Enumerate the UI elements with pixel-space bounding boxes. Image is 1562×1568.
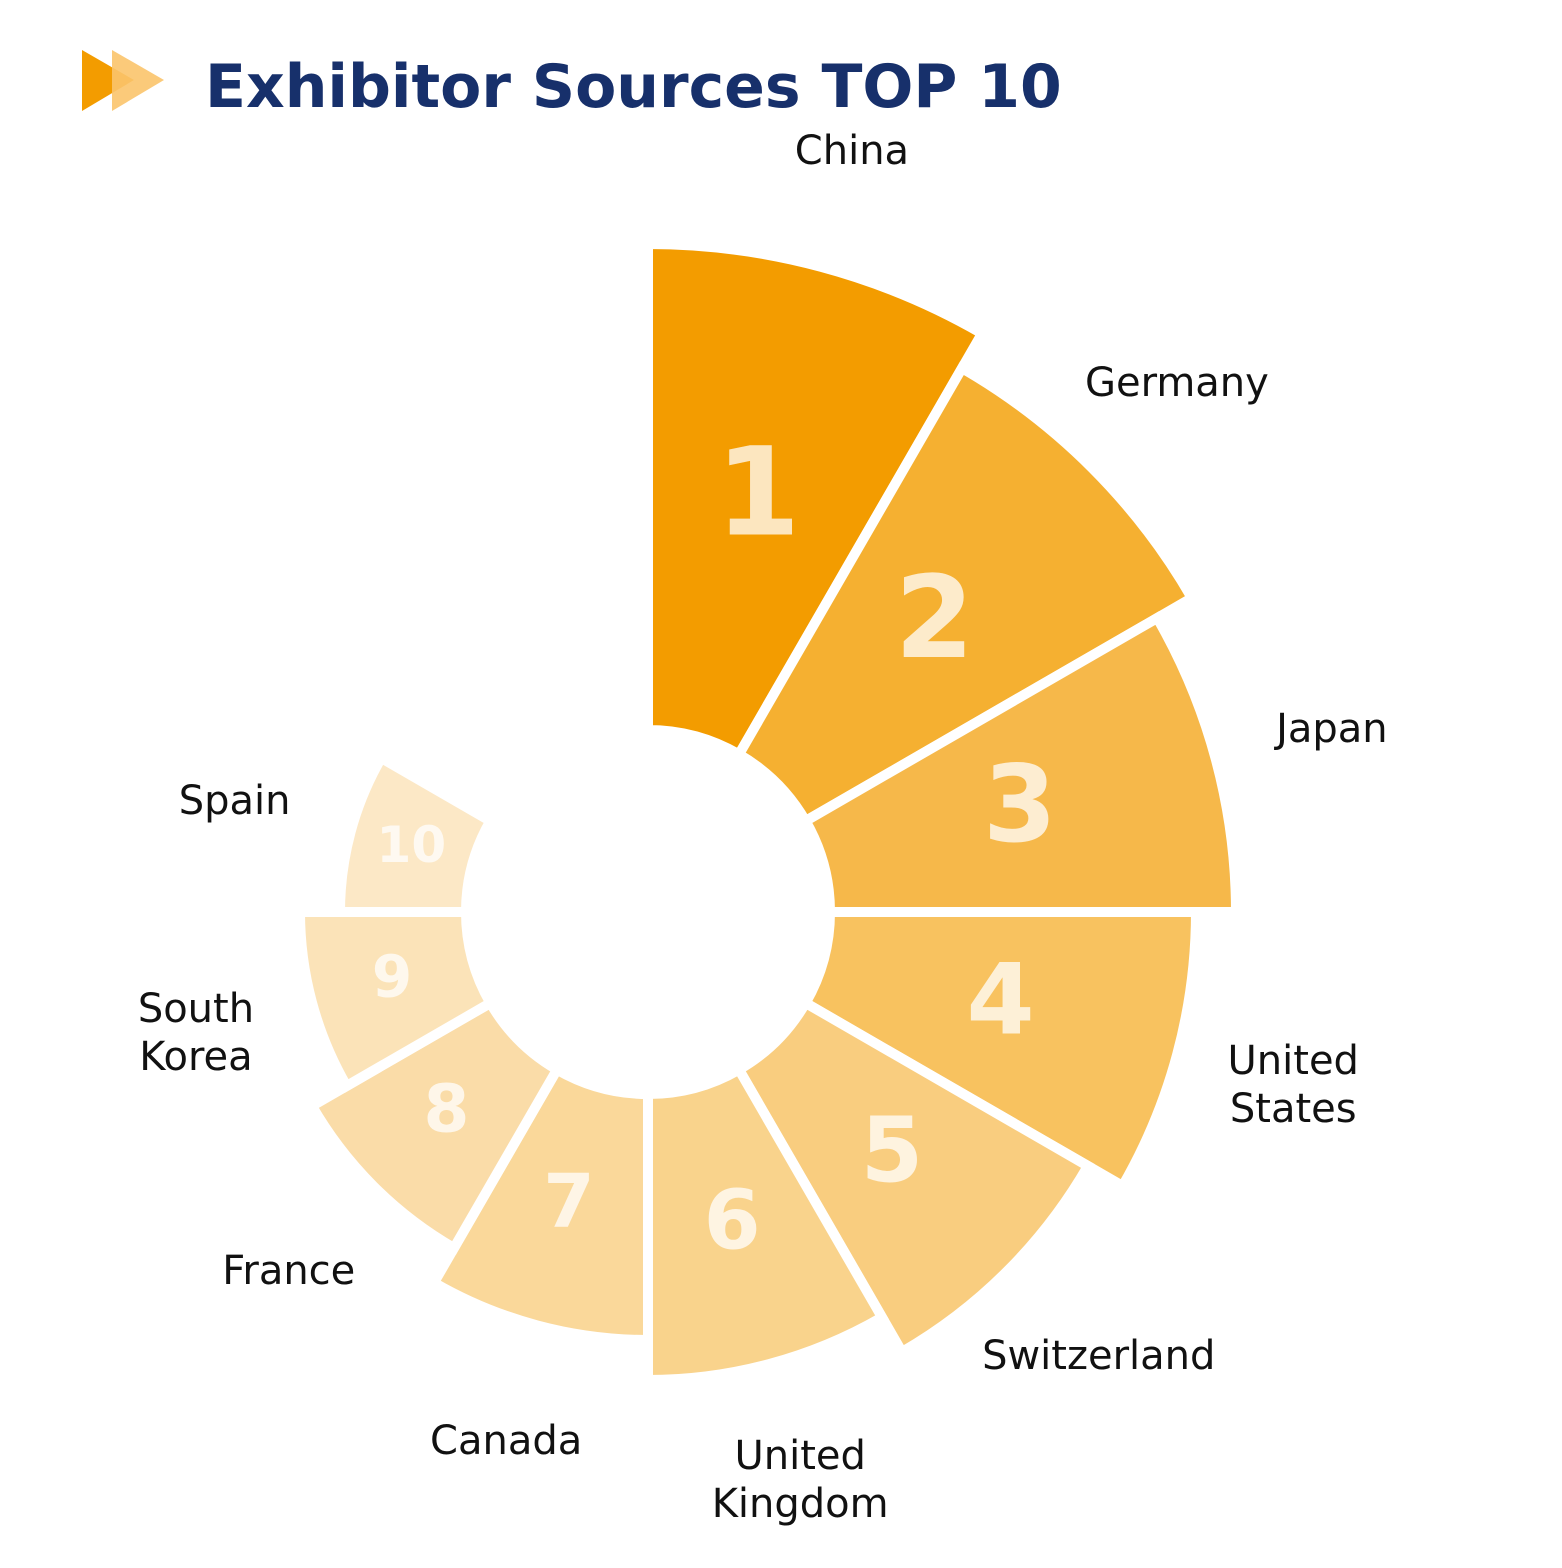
rose-segment xyxy=(427,1062,653,1346)
rank-label: 9 xyxy=(372,943,412,1011)
chart-title: Exhibitor Sources TOP 10 xyxy=(205,52,1062,122)
rank-label: 3 xyxy=(983,743,1057,866)
title-icon xyxy=(112,50,164,111)
rank-label: 7 xyxy=(543,1159,595,1245)
rank-label: 8 xyxy=(424,1071,470,1148)
rose-segment xyxy=(643,238,989,762)
rank-label: 2 xyxy=(895,551,974,684)
rank-label: 4 xyxy=(966,943,1034,1057)
category-label: South Korea xyxy=(137,986,255,1081)
rank-label: 5 xyxy=(861,1098,924,1203)
rose-segment xyxy=(732,996,1095,1359)
rose-segment xyxy=(643,1062,889,1386)
category-label: China xyxy=(794,127,910,174)
rose-segment xyxy=(732,361,1199,828)
rose-segment xyxy=(798,611,1242,917)
title-icon xyxy=(82,50,134,111)
category-label: Spain xyxy=(178,778,291,825)
category-label: Germany xyxy=(1084,360,1269,407)
category-label: Canada xyxy=(430,1418,583,1465)
rose-segment xyxy=(294,907,498,1093)
rank-label: 10 xyxy=(377,816,447,874)
category-label: United Kingdom xyxy=(711,1432,889,1527)
rose-segment xyxy=(798,907,1202,1193)
rank-label: 1 xyxy=(716,422,801,564)
category-label: France xyxy=(222,1248,356,1295)
category-label: United States xyxy=(1227,1037,1359,1132)
category-label: Switzerland xyxy=(982,1333,1216,1380)
rose-segment xyxy=(334,751,498,917)
rose-segment xyxy=(305,996,564,1255)
rank-label: 6 xyxy=(704,1173,761,1268)
category-label: Japan xyxy=(1276,705,1388,752)
